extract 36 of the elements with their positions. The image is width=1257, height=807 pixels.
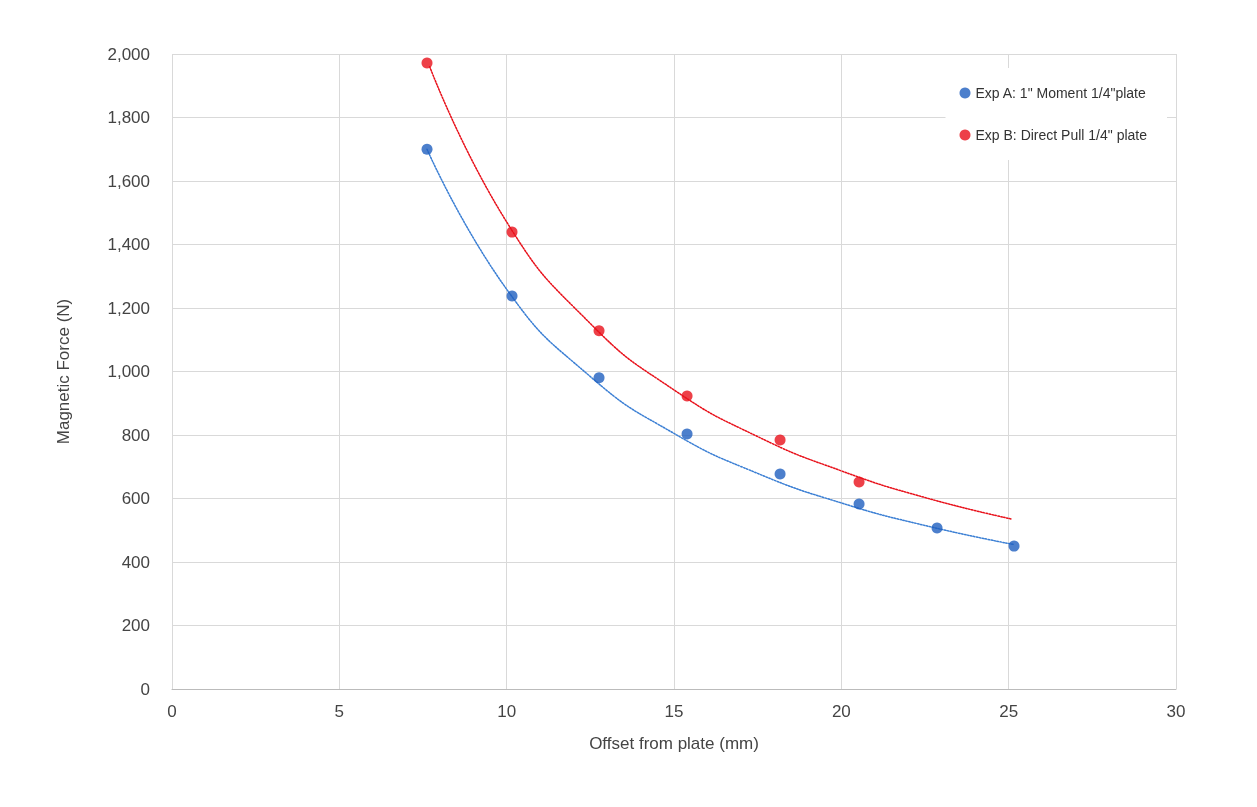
y-axis-title: Magnetic Force (N): [54, 298, 73, 445]
point: [853, 498, 865, 510]
point: [774, 434, 786, 446]
x-tick-label: 10: [497, 702, 517, 721]
point: [506, 290, 518, 302]
x-tick-label: 5: [334, 702, 345, 721]
y-tick-label: 800: [121, 425, 150, 445]
point: [931, 522, 943, 534]
point: [681, 428, 693, 440]
point: [506, 226, 518, 238]
y-tick-label: 400: [121, 552, 150, 572]
legend-label: Exp B: Direct Pull 1/4" plate: [975, 127, 1148, 143]
point: [593, 325, 605, 337]
y-tick-label: 1,600: [107, 171, 150, 191]
x-axis-title: Offset from plate (mm): [589, 734, 759, 753]
y-tick-label: 200: [121, 616, 150, 635]
point: [681, 390, 693, 402]
x-tick-label: 15: [664, 702, 684, 721]
legend-label: Exp A: 1" Moment 1/4"plate: [975, 85, 1146, 101]
x-tick-label: 0: [167, 702, 177, 721]
x-tick-label: 30: [1166, 702, 1186, 721]
x-tick-label: 20: [831, 702, 851, 721]
point: [421, 143, 433, 155]
point: [774, 468, 786, 480]
point: [853, 476, 865, 488]
point: [421, 57, 433, 69]
y-tick-label: 1,000: [107, 362, 150, 381]
y-tick-label: 600: [121, 489, 150, 508]
y-tick-label: 1,800: [107, 108, 150, 127]
y-tick-label: 1,200: [107, 298, 150, 318]
y-tick-label: 0: [140, 679, 150, 699]
x-tick-label: 25: [999, 702, 1019, 721]
y-tick-label: 1,400: [107, 235, 150, 254]
y-tick-label: 2,000: [107, 44, 150, 64]
point: [593, 372, 605, 384]
point: [1008, 540, 1020, 552]
